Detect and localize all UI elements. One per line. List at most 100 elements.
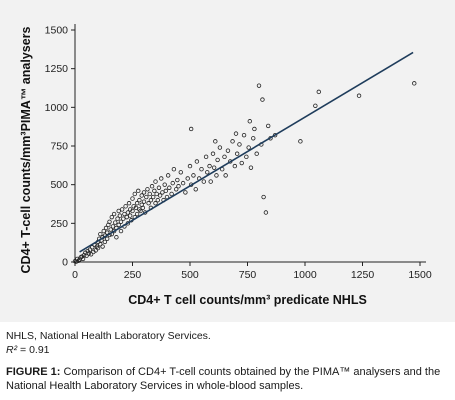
data-point bbox=[114, 235, 119, 240]
data-point bbox=[148, 197, 154, 203]
data-point bbox=[121, 216, 126, 221]
data-point bbox=[203, 154, 209, 160]
data-point bbox=[210, 151, 216, 156]
data-point bbox=[138, 208, 143, 214]
data-points bbox=[72, 81, 417, 264]
data-point bbox=[155, 197, 160, 203]
data-point bbox=[199, 166, 204, 172]
data-point bbox=[185, 176, 190, 181]
data-point bbox=[254, 151, 259, 156]
data-point bbox=[154, 191, 159, 197]
data-point bbox=[137, 197, 142, 203]
data-point bbox=[173, 187, 179, 192]
data-point bbox=[193, 187, 198, 192]
data-point bbox=[256, 83, 262, 88]
data-point bbox=[248, 165, 254, 170]
data-point bbox=[109, 214, 114, 220]
data-point bbox=[116, 222, 121, 228]
data-point bbox=[162, 182, 167, 187]
data-point bbox=[87, 247, 93, 252]
y-axis-title: CD4+ T-cell counts/mm³PIMA™ analysers bbox=[19, 26, 33, 273]
data-point bbox=[118, 219, 124, 224]
data-point bbox=[356, 93, 362, 98]
regression-line-group bbox=[79, 51, 414, 253]
data-point bbox=[98, 231, 103, 237]
data-point bbox=[117, 213, 123, 218]
data-point bbox=[88, 252, 94, 257]
data-point bbox=[118, 228, 124, 234]
data-point bbox=[313, 103, 318, 108]
caption-block: NHLS, National Health Laboratory Service… bbox=[6, 329, 451, 393]
data-point bbox=[208, 179, 213, 184]
data-point bbox=[222, 154, 227, 160]
data-point bbox=[107, 219, 112, 224]
data-point bbox=[80, 256, 86, 262]
y-tick-label: 1250 bbox=[45, 63, 69, 75]
data-point bbox=[139, 193, 144, 198]
data-point bbox=[316, 89, 321, 95]
data-point bbox=[176, 184, 181, 189]
data-point bbox=[239, 160, 244, 166]
data-point bbox=[165, 173, 171, 178]
data-point bbox=[171, 166, 177, 172]
axis-labels: 0 250 500 750 1000 1250 1500 0 250 500 750 1000 1250… bbox=[19, 25, 432, 308]
data-point bbox=[124, 214, 129, 220]
figure-caption-text: Comparison of CD4+ T-cell counts obtaine… bbox=[6, 366, 441, 392]
data-point bbox=[130, 208, 135, 214]
data-point bbox=[152, 188, 157, 194]
data-point bbox=[246, 145, 251, 150]
data-point bbox=[90, 245, 95, 250]
data-point bbox=[183, 190, 188, 195]
data-point bbox=[122, 211, 127, 217]
data-point bbox=[237, 142, 242, 147]
data-point bbox=[123, 204, 128, 209]
data-point bbox=[102, 239, 108, 245]
data-point bbox=[153, 179, 158, 184]
data-point bbox=[178, 170, 183, 175]
x-tick-label: 1000 bbox=[293, 269, 317, 281]
r-squared-value: = 0.91 bbox=[20, 344, 50, 356]
data-point bbox=[125, 210, 131, 215]
data-point bbox=[157, 193, 163, 198]
regression-line bbox=[79, 51, 414, 253]
figure-panel: 0 250 500 750 1000 1250 1500 0 250 500 750 1000 1250… bbox=[0, 0, 455, 322]
data-point bbox=[145, 187, 150, 192]
data-point bbox=[134, 211, 140, 217]
y-tick-label: 750 bbox=[50, 141, 68, 153]
data-point bbox=[108, 227, 113, 232]
data-point bbox=[188, 126, 194, 132]
y-tick-label: 1500 bbox=[45, 25, 69, 37]
data-point bbox=[215, 157, 220, 163]
data-point bbox=[134, 201, 140, 206]
y-tick-label: 500 bbox=[50, 179, 68, 191]
data-point bbox=[169, 191, 174, 197]
data-point bbox=[232, 163, 238, 169]
data-point bbox=[214, 173, 219, 178]
data-point bbox=[147, 191, 152, 197]
data-point bbox=[98, 242, 103, 247]
y-tick-label: 1000 bbox=[45, 102, 69, 114]
y-tick-label: 250 bbox=[50, 218, 68, 230]
data-point bbox=[412, 81, 417, 86]
data-point bbox=[230, 139, 235, 144]
data-point bbox=[298, 139, 303, 144]
data-point bbox=[251, 136, 256, 141]
x-tick-label: 1250 bbox=[351, 269, 375, 281]
data-point bbox=[150, 194, 156, 200]
data-point bbox=[156, 185, 162, 190]
data-point bbox=[146, 201, 151, 206]
data-point bbox=[149, 184, 155, 189]
data-point bbox=[144, 194, 149, 200]
data-point bbox=[111, 211, 117, 217]
data-point bbox=[170, 180, 175, 186]
data-point bbox=[76, 258, 81, 263]
data-point bbox=[180, 180, 186, 186]
data-point bbox=[175, 177, 180, 183]
data-point bbox=[130, 196, 135, 201]
data-point bbox=[101, 228, 106, 234]
data-point bbox=[234, 151, 240, 156]
data-point bbox=[160, 190, 165, 195]
data-point bbox=[81, 252, 87, 258]
x-tick-label: 0 bbox=[72, 269, 78, 281]
data-point bbox=[104, 230, 110, 235]
